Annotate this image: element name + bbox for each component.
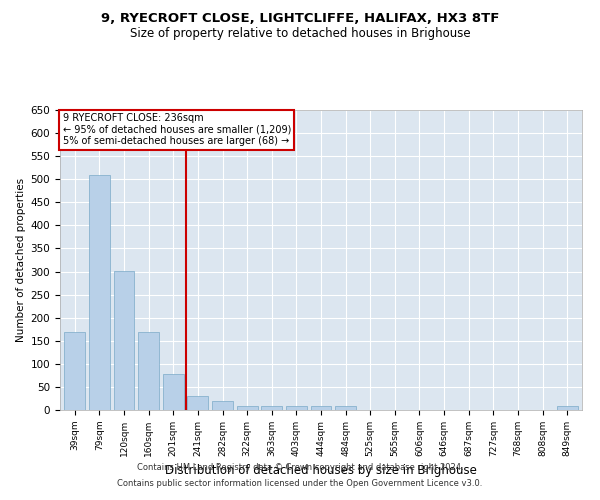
Text: Contains public sector information licensed under the Open Government Licence v3: Contains public sector information licen… bbox=[118, 478, 482, 488]
X-axis label: Distribution of detached houses by size in Brighouse: Distribution of detached houses by size … bbox=[165, 464, 477, 477]
Bar bbox=[335, 406, 356, 410]
Text: Size of property relative to detached houses in Brighouse: Size of property relative to detached ho… bbox=[130, 28, 470, 40]
Bar bbox=[138, 332, 159, 410]
Bar bbox=[311, 406, 331, 410]
Bar bbox=[89, 174, 110, 410]
Bar bbox=[113, 270, 134, 410]
Bar bbox=[557, 406, 578, 410]
Bar bbox=[212, 401, 233, 410]
Text: 9 RYECROFT CLOSE: 236sqm
← 95% of detached houses are smaller (1,209)
5% of semi: 9 RYECROFT CLOSE: 236sqm ← 95% of detach… bbox=[62, 113, 291, 146]
Bar bbox=[286, 406, 307, 410]
Bar bbox=[64, 332, 85, 410]
Bar bbox=[163, 374, 184, 410]
Bar bbox=[236, 406, 257, 410]
Text: Contains HM Land Registry data © Crown copyright and database right 2024.: Contains HM Land Registry data © Crown c… bbox=[137, 464, 463, 472]
Bar bbox=[187, 396, 208, 410]
Text: 9, RYECROFT CLOSE, LIGHTCLIFFE, HALIFAX, HX3 8TF: 9, RYECROFT CLOSE, LIGHTCLIFFE, HALIFAX,… bbox=[101, 12, 499, 26]
Y-axis label: Number of detached properties: Number of detached properties bbox=[16, 178, 26, 342]
Bar bbox=[261, 406, 282, 410]
